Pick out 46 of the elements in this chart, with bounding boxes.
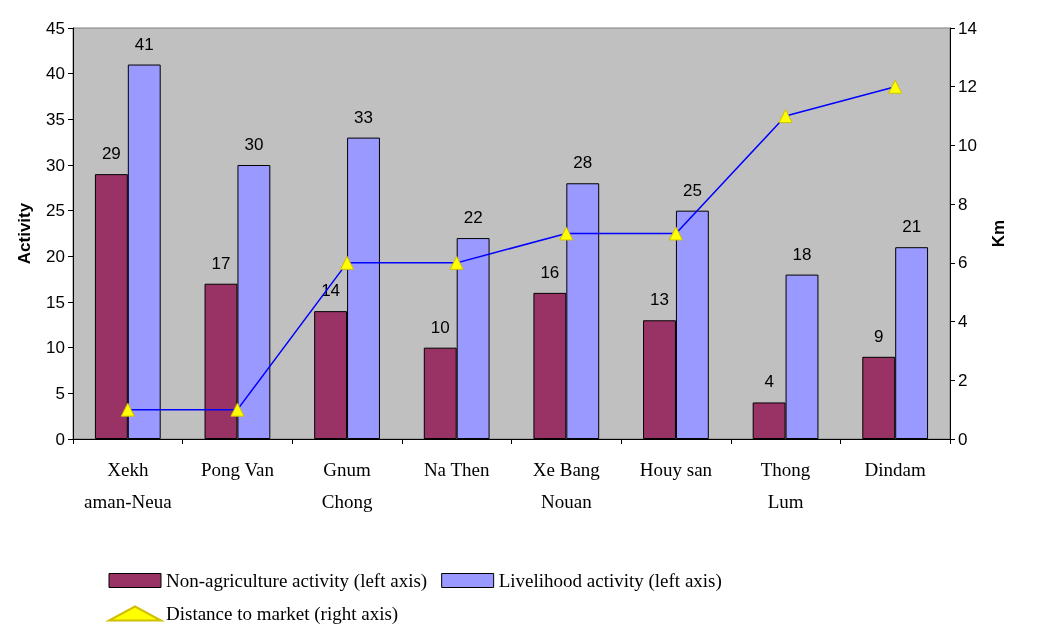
data-label: 29: [101, 144, 121, 164]
y2-tick-label: 14: [958, 18, 977, 38]
x-tick-label: Xekh aman-Neua: [84, 458, 173, 512]
y-tick-label: 15: [46, 292, 65, 312]
data-label: 13: [650, 290, 669, 310]
data-label: 16: [540, 262, 560, 282]
x-tick-label: Dindam: [864, 458, 927, 480]
x-tick-label: Houy san: [639, 458, 713, 480]
data-label: 28: [573, 153, 593, 173]
data-label: 33: [354, 107, 373, 127]
y2-tick-label: 6: [958, 253, 968, 273]
y-tick-label: 45: [46, 18, 65, 38]
y-tick-label: 0: [55, 429, 65, 449]
data-label: 9: [874, 326, 884, 346]
y-tick-label: 35: [46, 109, 65, 129]
y-tick-label: 25: [46, 201, 65, 221]
y2-tick-label: 0: [958, 429, 968, 449]
data-label: 18: [792, 244, 812, 264]
x-tick-label: Thong Lum: [760, 458, 811, 512]
data-label: 41: [134, 34, 154, 54]
legend-label: Non-agriculture activity (left axis): [166, 570, 428, 592]
legend-label: Distance to market (right axis): [166, 603, 399, 625]
data-label: 30: [244, 135, 264, 154]
data-label: 10: [430, 317, 450, 337]
y-axis-title: Activity: [15, 202, 34, 265]
x-tick-label: Xe Bang Nouan: [532, 458, 601, 512]
y-tick-label: 20: [46, 246, 65, 266]
data-label: 21: [902, 217, 922, 237]
y2-tick-label: 2: [958, 370, 968, 390]
y2-tick-label: 4: [958, 312, 968, 332]
x-tick-label: Gnum Chong: [321, 458, 373, 512]
data-label: 17: [211, 253, 231, 273]
data-label: 4: [764, 372, 774, 392]
y2-tick-label: 12: [958, 77, 977, 97]
y-tick-label: 5: [55, 383, 65, 403]
legend-label: Livelihood activity (left axis): [498, 570, 722, 592]
y2-tick-label: 10: [958, 135, 977, 155]
y2-axis-title: Km: [989, 219, 1008, 248]
y-tick-label: 40: [46, 64, 65, 84]
y-tick-label: 30: [46, 155, 65, 175]
x-tick-label: Na Then: [423, 458, 490, 480]
x-tick-label: Pong Van: [200, 458, 275, 480]
y2-tick-label: 8: [958, 194, 968, 214]
data-label: 22: [463, 208, 483, 228]
y-tick-label: 10: [46, 338, 65, 358]
data-label: 25: [682, 180, 702, 200]
